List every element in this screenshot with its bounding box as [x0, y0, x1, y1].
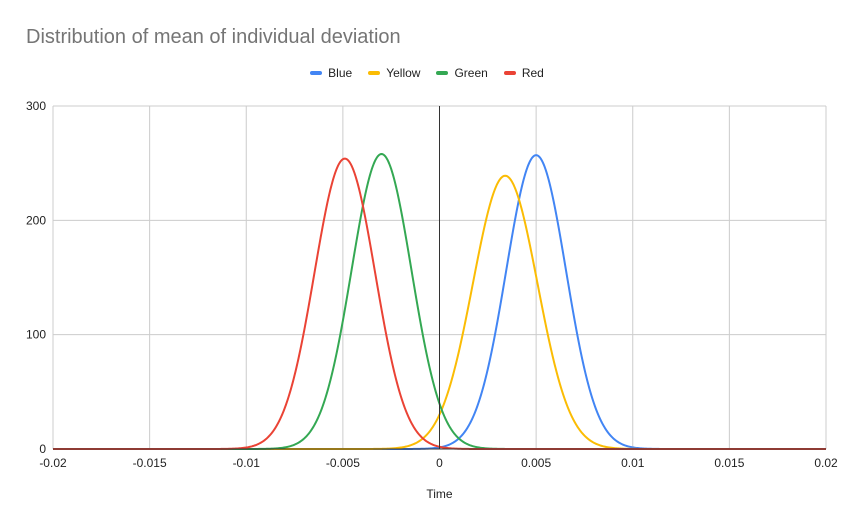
x-tick-label: -0.01	[233, 456, 261, 470]
legend-item-yellow[interactable]: Yellow	[368, 66, 420, 80]
legend-item-green[interactable]: Green	[436, 66, 488, 80]
y-tick-label: 200	[26, 213, 46, 227]
y-tick-label: 300	[26, 99, 46, 113]
legend-swatch-yellow	[368, 71, 381, 75]
x-tick-label: -0.015	[133, 456, 167, 470]
legend-label-red: Red	[521, 66, 544, 80]
x-tick-label: 0.005	[521, 456, 551, 470]
legend-label-yellow: Yellow	[386, 66, 421, 80]
chart-title: Distribution of mean of individual devia…	[26, 26, 401, 48]
legend-item-blue[interactable]: Blue	[310, 66, 352, 80]
y-tick-label: 0	[39, 442, 46, 456]
x-tick-label: 0.01	[621, 456, 645, 470]
y-tick-label: 100	[26, 328, 46, 342]
x-axis-label: Time	[426, 487, 453, 501]
legend-label-blue: Blue	[328, 66, 353, 80]
legend-swatch-red	[503, 71, 516, 75]
x-tick-label: -0.005	[326, 456, 360, 470]
legend: Blue Yellow Green Red	[0, 66, 854, 80]
legend-label-green: Green	[454, 66, 488, 80]
legend-item-red[interactable]: Red	[503, 66, 544, 80]
x-tick-label: 0.015	[714, 456, 744, 470]
x-tick-label: 0	[436, 456, 443, 470]
tick-labels: -0.02 -0.015 -0.01 -0.005 0 0.005 0.01 0.015 0.0…	[26, 99, 838, 470]
x-tick-label: 0.02	[814, 456, 838, 470]
legend-swatch-blue	[310, 71, 323, 75]
x-tick-label: -0.02	[39, 456, 67, 470]
legend-swatch-green	[436, 71, 449, 75]
